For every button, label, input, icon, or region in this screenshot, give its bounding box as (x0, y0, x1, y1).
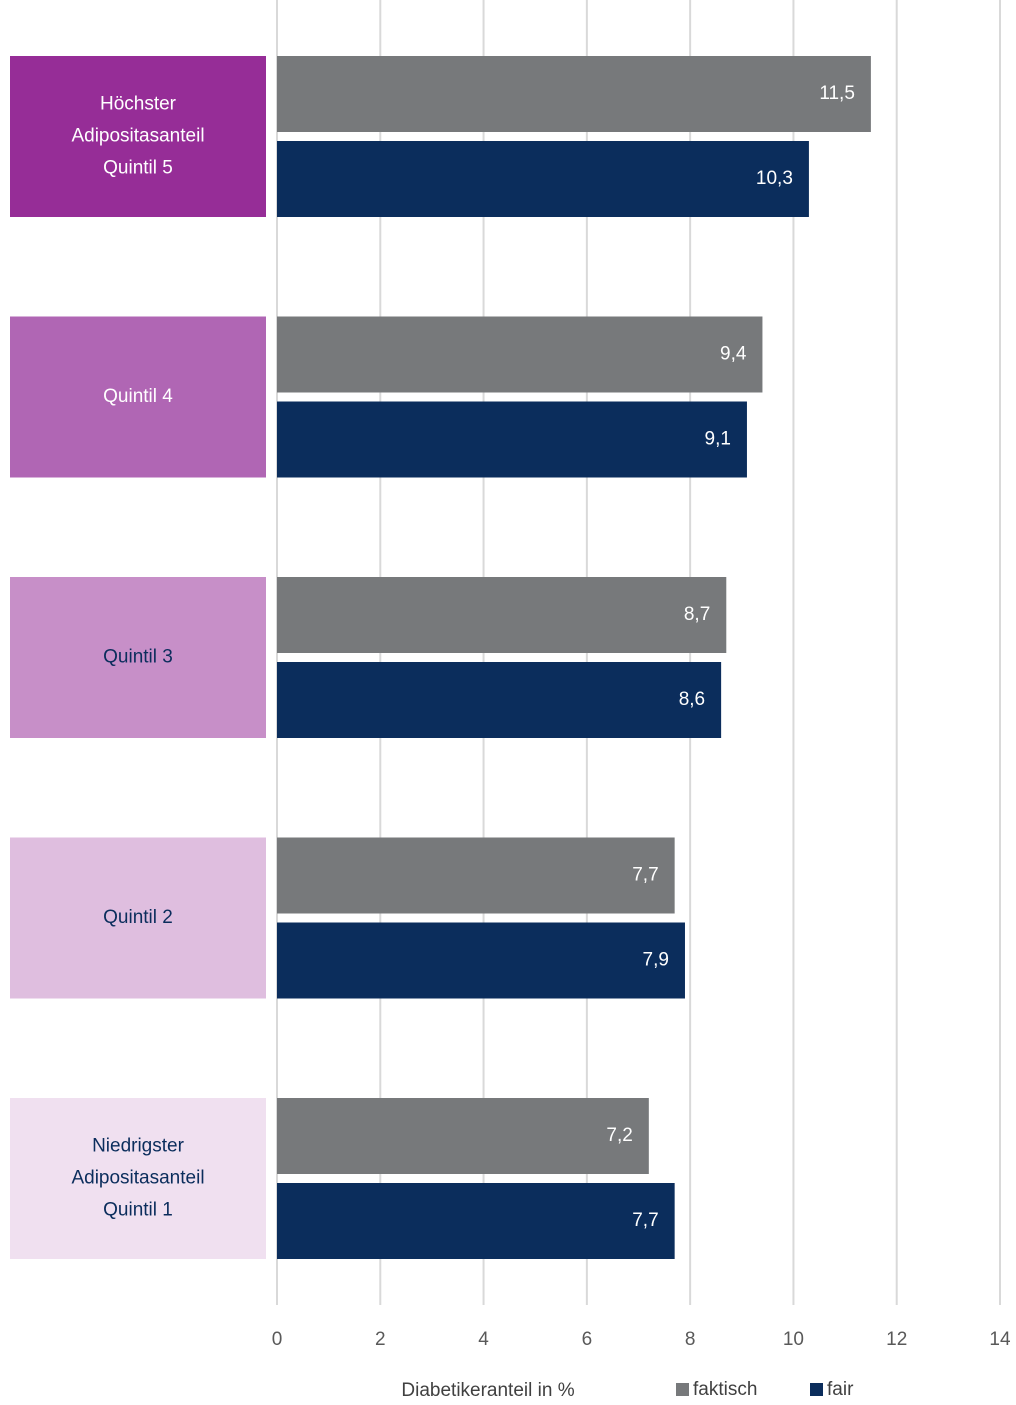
bar (277, 577, 727, 653)
bar (277, 56, 871, 132)
x-tick-label: 0 (272, 1329, 283, 1350)
category-label: Adipositasanteil (71, 1168, 204, 1189)
category-box (10, 56, 266, 217)
data-label: 7,2 (606, 1125, 632, 1146)
data-label: 8,6 (679, 689, 705, 710)
legend-swatch (810, 1383, 823, 1396)
bar (277, 141, 809, 217)
category-box (10, 1098, 266, 1259)
x-tick-label: 6 (582, 1329, 593, 1350)
legend-swatch (676, 1383, 689, 1396)
x-tick-label: 12 (886, 1329, 907, 1350)
bar (277, 316, 763, 393)
category-label: Quintil 2 (103, 907, 173, 928)
x-tick-label: 10 (783, 1329, 804, 1350)
category-box (10, 316, 266, 478)
data-label: 9,4 (720, 344, 747, 365)
category-label: Quintil 4 (103, 386, 173, 407)
data-label: 11,5 (819, 83, 855, 104)
category-label: Quintil 1 (103, 1200, 173, 1221)
bar (277, 401, 747, 478)
x-tick-label: 4 (478, 1329, 489, 1350)
data-label: 9,1 (705, 429, 731, 450)
legend-label: faktisch (693, 1379, 757, 1400)
data-label: 8,7 (684, 604, 710, 625)
category-label: Quintil 5 (103, 158, 173, 179)
x-tick-label: 8 (685, 1329, 696, 1350)
category-label: Niedrigster (92, 1136, 185, 1157)
x-axis-label: Diabetikeranteil in % (401, 1380, 574, 1401)
data-label: 7,7 (632, 1210, 658, 1231)
category-box (10, 577, 266, 738)
x-tick-label: 14 (989, 1329, 1011, 1350)
category-label: Adipositasanteil (71, 126, 204, 147)
x-tick-label: 2 (375, 1329, 386, 1350)
data-label: 10,3 (756, 168, 793, 189)
legend-label: fair (827, 1379, 854, 1400)
bar (277, 1098, 649, 1174)
category-box (10, 837, 266, 999)
data-label: 7,7 (632, 865, 658, 886)
data-label: 7,9 (643, 950, 669, 971)
category-label: Höchster (100, 94, 177, 115)
bar (277, 662, 722, 738)
bar (277, 922, 685, 999)
bar (277, 837, 675, 914)
category-label: Quintil 3 (103, 647, 173, 668)
bar (277, 1183, 675, 1259)
